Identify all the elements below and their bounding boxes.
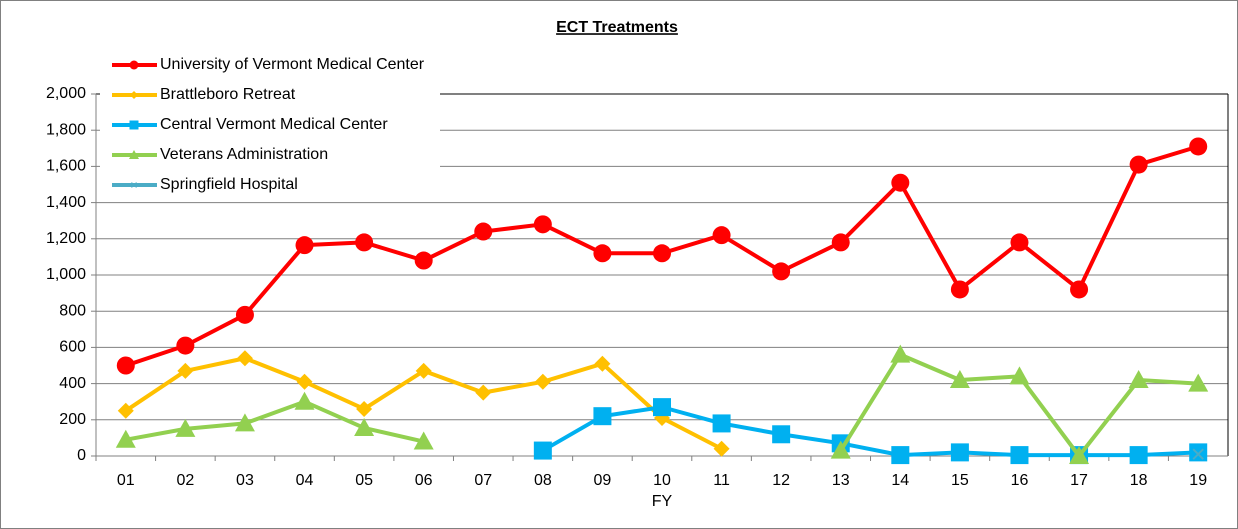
data-point [950,443,969,462]
x-tick-label: 04 [296,472,314,489]
x-tick-label: 09 [594,472,612,489]
legend-label: Brattleboro Retreat [160,86,296,103]
data-point [772,262,791,281]
x-tick-label: 10 [653,472,671,489]
legend-label: University of Vermont Medical Center [160,56,425,73]
data-point [356,400,373,417]
legend-marker [129,60,139,70]
y-tick-label: 1,400 [46,194,86,211]
x-tick-label: 11 [713,472,730,489]
data-point [236,350,253,367]
data-point [234,413,255,432]
x-tick-label: 08 [534,472,552,489]
chart-title: ECT Treatments [556,19,678,36]
data-point [713,440,730,457]
x-tick-label: 01 [117,472,135,489]
data-point [415,362,432,379]
data-point [295,236,314,255]
legend-marker [129,150,139,159]
x-tick-label: 17 [1070,472,1088,489]
data-point [533,215,552,234]
data-point [1010,446,1029,465]
x-tick-label: 13 [832,472,850,489]
data-point [235,305,254,324]
data-point [1189,137,1208,156]
data-point [117,402,134,419]
x-tick-label: 06 [415,472,433,489]
data-point [1129,155,1148,174]
data-point [534,373,551,390]
data-point [1192,448,1204,460]
x-tick-label: 05 [355,472,373,489]
data-point [474,222,493,241]
data-point [891,173,910,192]
data-point [891,446,910,465]
y-tick-label: 1,200 [46,230,86,247]
data-point [712,226,731,245]
y-tick-label: 1,800 [46,121,86,138]
x-tick-label: 15 [951,472,969,489]
y-tick-label: 200 [59,411,86,428]
series-line [541,405,1199,458]
legend: University of Vermont Medical Center Brat… [100,50,440,200]
data-point [296,373,313,390]
data-point [475,384,492,401]
data-point [176,336,195,355]
data-point [949,369,970,388]
legend-marker [130,91,138,99]
data-point [890,344,911,363]
y-tick-label: 2,000 [46,85,86,102]
data-point [116,356,135,375]
data-point [294,391,315,410]
data-point [950,280,969,299]
data-point [712,414,731,433]
data-point [831,233,850,252]
data-point [1129,446,1148,465]
y-tick-label: 0 [77,447,86,464]
data-point [533,441,552,460]
x-tick-label: 14 [891,472,909,489]
data-point [594,355,611,372]
data-point [1189,443,1208,462]
data-point [413,431,434,450]
data-point [175,418,196,437]
data-point [355,233,374,252]
y-tick-label: 800 [59,302,86,319]
data-point [653,398,671,417]
data-point [177,362,194,379]
data-point [593,407,612,426]
data-point [653,244,671,263]
y-tick-label: 600 [59,339,86,356]
legend-label: Veterans Administration [160,146,328,163]
data-point [354,417,375,436]
x-tick-label: 16 [1011,472,1029,489]
x-tick-label: 07 [474,472,492,489]
data-point [414,251,433,270]
x-tick-label: 12 [772,472,790,489]
legend-label: Springfield Hospital [160,176,298,193]
data-point [1009,366,1030,385]
y-tick-label: 400 [59,375,86,392]
legend-marker [129,120,139,130]
legend-label: Central Vermont Medical Center [160,116,388,133]
x-tick-label: 19 [1189,472,1207,489]
x-tick-label: 18 [1130,472,1148,489]
data-point [593,244,612,263]
data-point [1128,369,1149,388]
data-point [1070,280,1089,299]
data-point [115,429,136,448]
data-point [830,440,851,459]
data-point [1069,446,1090,464]
y-tick-label: 1,000 [46,266,86,283]
y-tick-label: 1,600 [46,158,86,175]
data-point [772,425,791,444]
data-point [1010,233,1029,252]
x-tick-label: 02 [176,472,194,489]
x-tick-label: 03 [236,472,254,489]
x-axis-label: FY [652,493,673,510]
legend-marker [131,182,137,188]
data-point [1188,373,1209,392]
